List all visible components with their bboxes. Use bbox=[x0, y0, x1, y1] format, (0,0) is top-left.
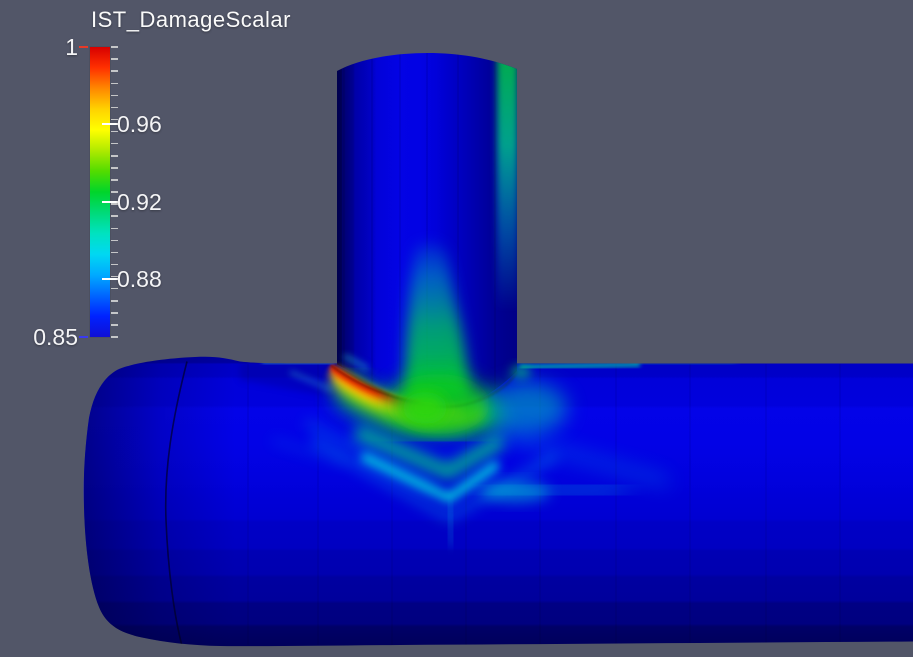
right-cyan-wash bbox=[487, 382, 567, 434]
legend-tick-label: 1 bbox=[65, 34, 78, 60]
colorbar-minor-tick bbox=[111, 191, 118, 193]
branch-pipe[interactable] bbox=[337, 53, 518, 408]
left-streak-2 bbox=[271, 437, 346, 467]
chevron-green bbox=[353, 425, 506, 481]
top-edge-teal-right bbox=[519, 362, 641, 370]
colorbar-minor-tick bbox=[111, 275, 118, 278]
colorbar-minor-tick bbox=[111, 142, 118, 145]
colorbar-minor-tick bbox=[111, 300, 118, 302]
colorbar-major-tick bbox=[102, 278, 118, 280]
colorbar-minor-tick bbox=[111, 46, 118, 48]
top-edge-teal-right-fade bbox=[629, 362, 737, 366]
junction-green-core bbox=[403, 392, 447, 424]
top-edge-shadow-wedge bbox=[240, 363, 335, 398]
top-edge-wisp-left bbox=[289, 370, 333, 392]
colorbar-range-end-tick bbox=[79, 335, 88, 339]
colorbar-minor-tick bbox=[111, 263, 118, 266]
chevron-tail bbox=[446, 499, 455, 547]
colorbar-minor-tick bbox=[111, 324, 118, 326]
colorbar-range-end-tick bbox=[79, 45, 88, 49]
branch-edge-green-streak bbox=[497, 54, 517, 310]
colorbar-minor-tick bbox=[111, 94, 118, 97]
legend-tick-label: 0.96 bbox=[117, 111, 162, 138]
colorbar[interactable] bbox=[90, 47, 110, 337]
colorbar-minor-tick bbox=[111, 287, 118, 290]
colorbar-minor-tick bbox=[111, 312, 118, 314]
right-streak-1 bbox=[490, 427, 670, 487]
pipe-endcap-shading bbox=[84, 356, 235, 647]
right-streak-core bbox=[480, 482, 550, 502]
colorbar-minor-tick bbox=[111, 82, 118, 84]
colorbar-major-tick bbox=[102, 200, 118, 203]
right-corner-green-spot bbox=[511, 365, 531, 379]
colorbar-minor-tick bbox=[111, 227, 118, 229]
colorbar-minor-tick bbox=[111, 130, 118, 133]
colorbar-minor-tick bbox=[111, 251, 118, 254]
legend-tick-label: 0.85 bbox=[33, 324, 78, 350]
endcap-seam-line bbox=[164, 361, 188, 647]
colorbar-minor-tick bbox=[111, 215, 118, 217]
legend-tick-label: 0.92 bbox=[117, 188, 162, 215]
colorbar-minor-tick bbox=[111, 118, 118, 121]
branch-corner-cyan-fringe bbox=[342, 353, 370, 372]
colorbar-major-tick bbox=[102, 123, 118, 126]
branch-bottom-green-column bbox=[404, 242, 470, 402]
damage-hotspot bbox=[261, 353, 737, 547]
colorbar-minor-tick bbox=[111, 155, 118, 157]
left-streak-1 bbox=[304, 418, 434, 492]
scalar-bar-legend[interactable]: IST_DamageScalar 1 0.96 0.92 0.88 0.85 bbox=[0, 0, 340, 370]
colorbar-minor-tick bbox=[111, 167, 118, 169]
colorbar-minor-tick bbox=[111, 179, 118, 181]
horizontal-pipe[interactable] bbox=[83, 350, 913, 650]
top-edge-cyan-left bbox=[261, 361, 335, 366]
colorbar-minor-tick bbox=[111, 106, 118, 109]
colorbar-minor-tick bbox=[111, 203, 118, 205]
colorbar-minor-tick bbox=[111, 70, 118, 72]
colorbar-minor-tick bbox=[111, 58, 118, 60]
colorbar-minor-tick bbox=[111, 336, 118, 338]
colorbar-minor-tick bbox=[111, 239, 118, 242]
pipe-facet-seams bbox=[247, 364, 841, 645]
legend-title: IST_DamageScalar bbox=[91, 7, 291, 32]
legend-tick-label: 0.88 bbox=[117, 266, 162, 292]
